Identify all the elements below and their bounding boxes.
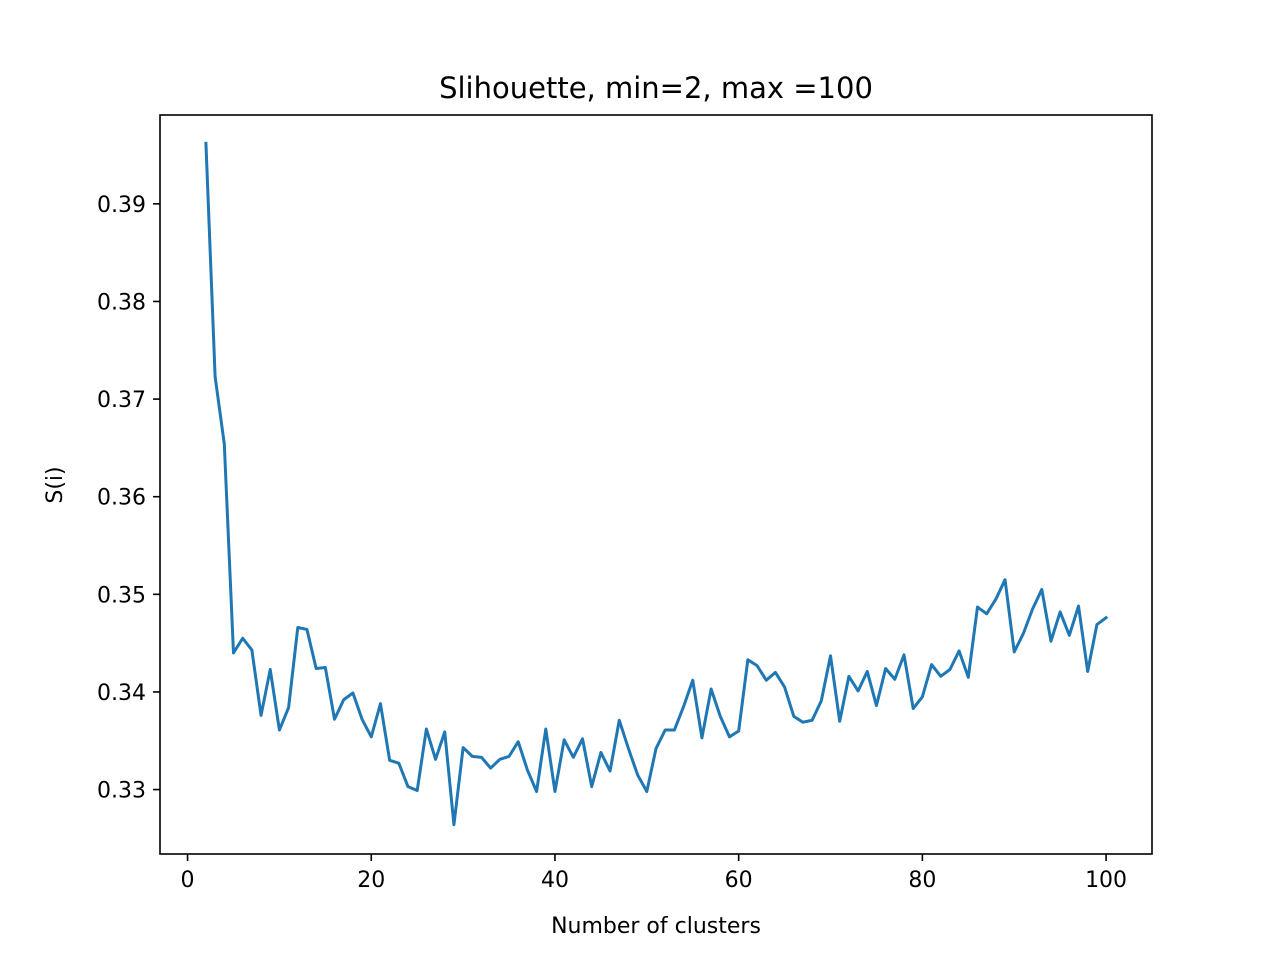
x-tick-label: 80 — [908, 868, 936, 893]
y-tick-label: 0.36 — [97, 486, 146, 511]
plot-area — [160, 115, 1152, 854]
y-axis-label: S(i) — [43, 466, 68, 503]
x-tick-label: 0 — [181, 868, 195, 893]
y-axis-ticks: 0.33 0.34 0.35 0.36 0.37 0.38 0.39 — [97, 193, 160, 804]
y-tick-label: 0.39 — [97, 193, 146, 218]
x-axis-label: Number of clusters — [551, 914, 761, 939]
y-tick-label: 0.33 — [97, 779, 146, 804]
x-tick-label: 20 — [357, 868, 385, 893]
plot-frame — [159, 114, 1153, 855]
y-tick-label: 0.38 — [97, 290, 146, 315]
x-tick-label: 60 — [725, 868, 753, 893]
y-tick-label: 0.34 — [97, 681, 146, 706]
y-tick-label: 0.35 — [97, 583, 146, 608]
x-axis-ticks: 0 20 40 60 80 100 — [181, 854, 1127, 893]
chart-title: Slihouette, min=2, max =100 — [439, 71, 873, 105]
x-tick-label: 40 — [541, 868, 569, 893]
series-line — [204, 141, 1109, 827]
y-tick-label: 0.37 — [97, 388, 146, 413]
x-tick-label: 100 — [1085, 868, 1127, 893]
